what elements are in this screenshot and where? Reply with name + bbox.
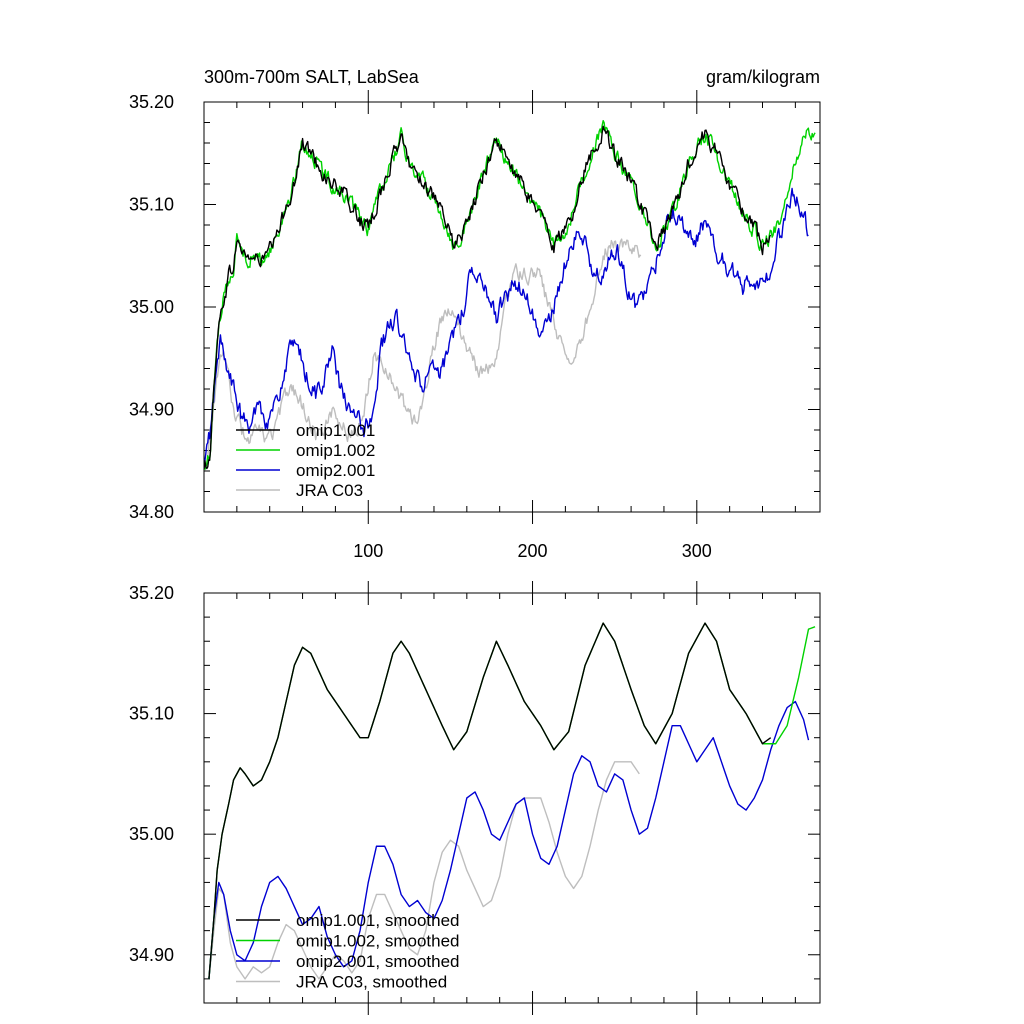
series-line-omip2-001 bbox=[204, 187, 809, 469]
legend-label: omip2.001, smoothed bbox=[296, 952, 460, 971]
y-tick-label: 34.90 bbox=[129, 945, 174, 965]
legend-label: omip1.001 bbox=[296, 421, 375, 440]
series-line-omip2-001-smoothed bbox=[208, 700, 810, 979]
bottom-plot-frame bbox=[203, 592, 821, 1004]
y-tick-label: 35.00 bbox=[129, 297, 174, 317]
y-tick-label: 35.20 bbox=[129, 583, 174, 603]
y-tick-label: 35.20 bbox=[129, 92, 174, 112]
legend-label: JRA C03, smoothed bbox=[296, 973, 447, 992]
x-tick-label: 100 bbox=[353, 541, 383, 561]
bottom-legend: omip1.001, smoothed omip1.002, smoothedom… bbox=[236, 911, 460, 992]
y-tick-label: 35.10 bbox=[129, 195, 174, 215]
legend-label: omip1.002, smoothed bbox=[296, 932, 460, 951]
x-tick-label: 300 bbox=[682, 541, 712, 561]
series-line-omip1-001 bbox=[204, 125, 772, 470]
legend-label: JRA C03 bbox=[296, 481, 363, 500]
y-tick-label: 35.00 bbox=[129, 824, 174, 844]
top-panel: 300m-700m SALT, LabSea gram/kilogram 100… bbox=[129, 67, 821, 561]
legend-label: omip1.002 bbox=[296, 441, 375, 460]
series-line-jra-c03-smoothed bbox=[208, 761, 640, 980]
legend-label: omip2.001 bbox=[296, 461, 375, 480]
x-tick-label: 200 bbox=[518, 541, 548, 561]
y-tick-label: 34.80 bbox=[129, 502, 174, 522]
top-series-group bbox=[204, 119, 816, 471]
units-label: gram/kilogram bbox=[706, 67, 820, 87]
bottom-panel: 34.90 35.00 35.10 35.20 omip1.001, smoothed… bbox=[129, 581, 821, 1015]
top-axes: 100 200 300 34.80 34.90 35.00 35.10 35.20 bbox=[129, 90, 820, 561]
series-line-jra-c03 bbox=[204, 238, 642, 471]
bottom-series-group bbox=[208, 622, 816, 980]
series-line-omip1-001-smoothed bbox=[208, 622, 772, 979]
chart-title: 300m-700m SALT, LabSea bbox=[204, 67, 420, 87]
y-tick-label: 35.10 bbox=[129, 704, 174, 724]
bottom-axes: 34.90 35.00 35.10 35.20 bbox=[129, 581, 820, 1015]
legend-label: omip1.001, smoothed bbox=[296, 911, 460, 930]
y-tick-label: 34.90 bbox=[129, 400, 174, 420]
